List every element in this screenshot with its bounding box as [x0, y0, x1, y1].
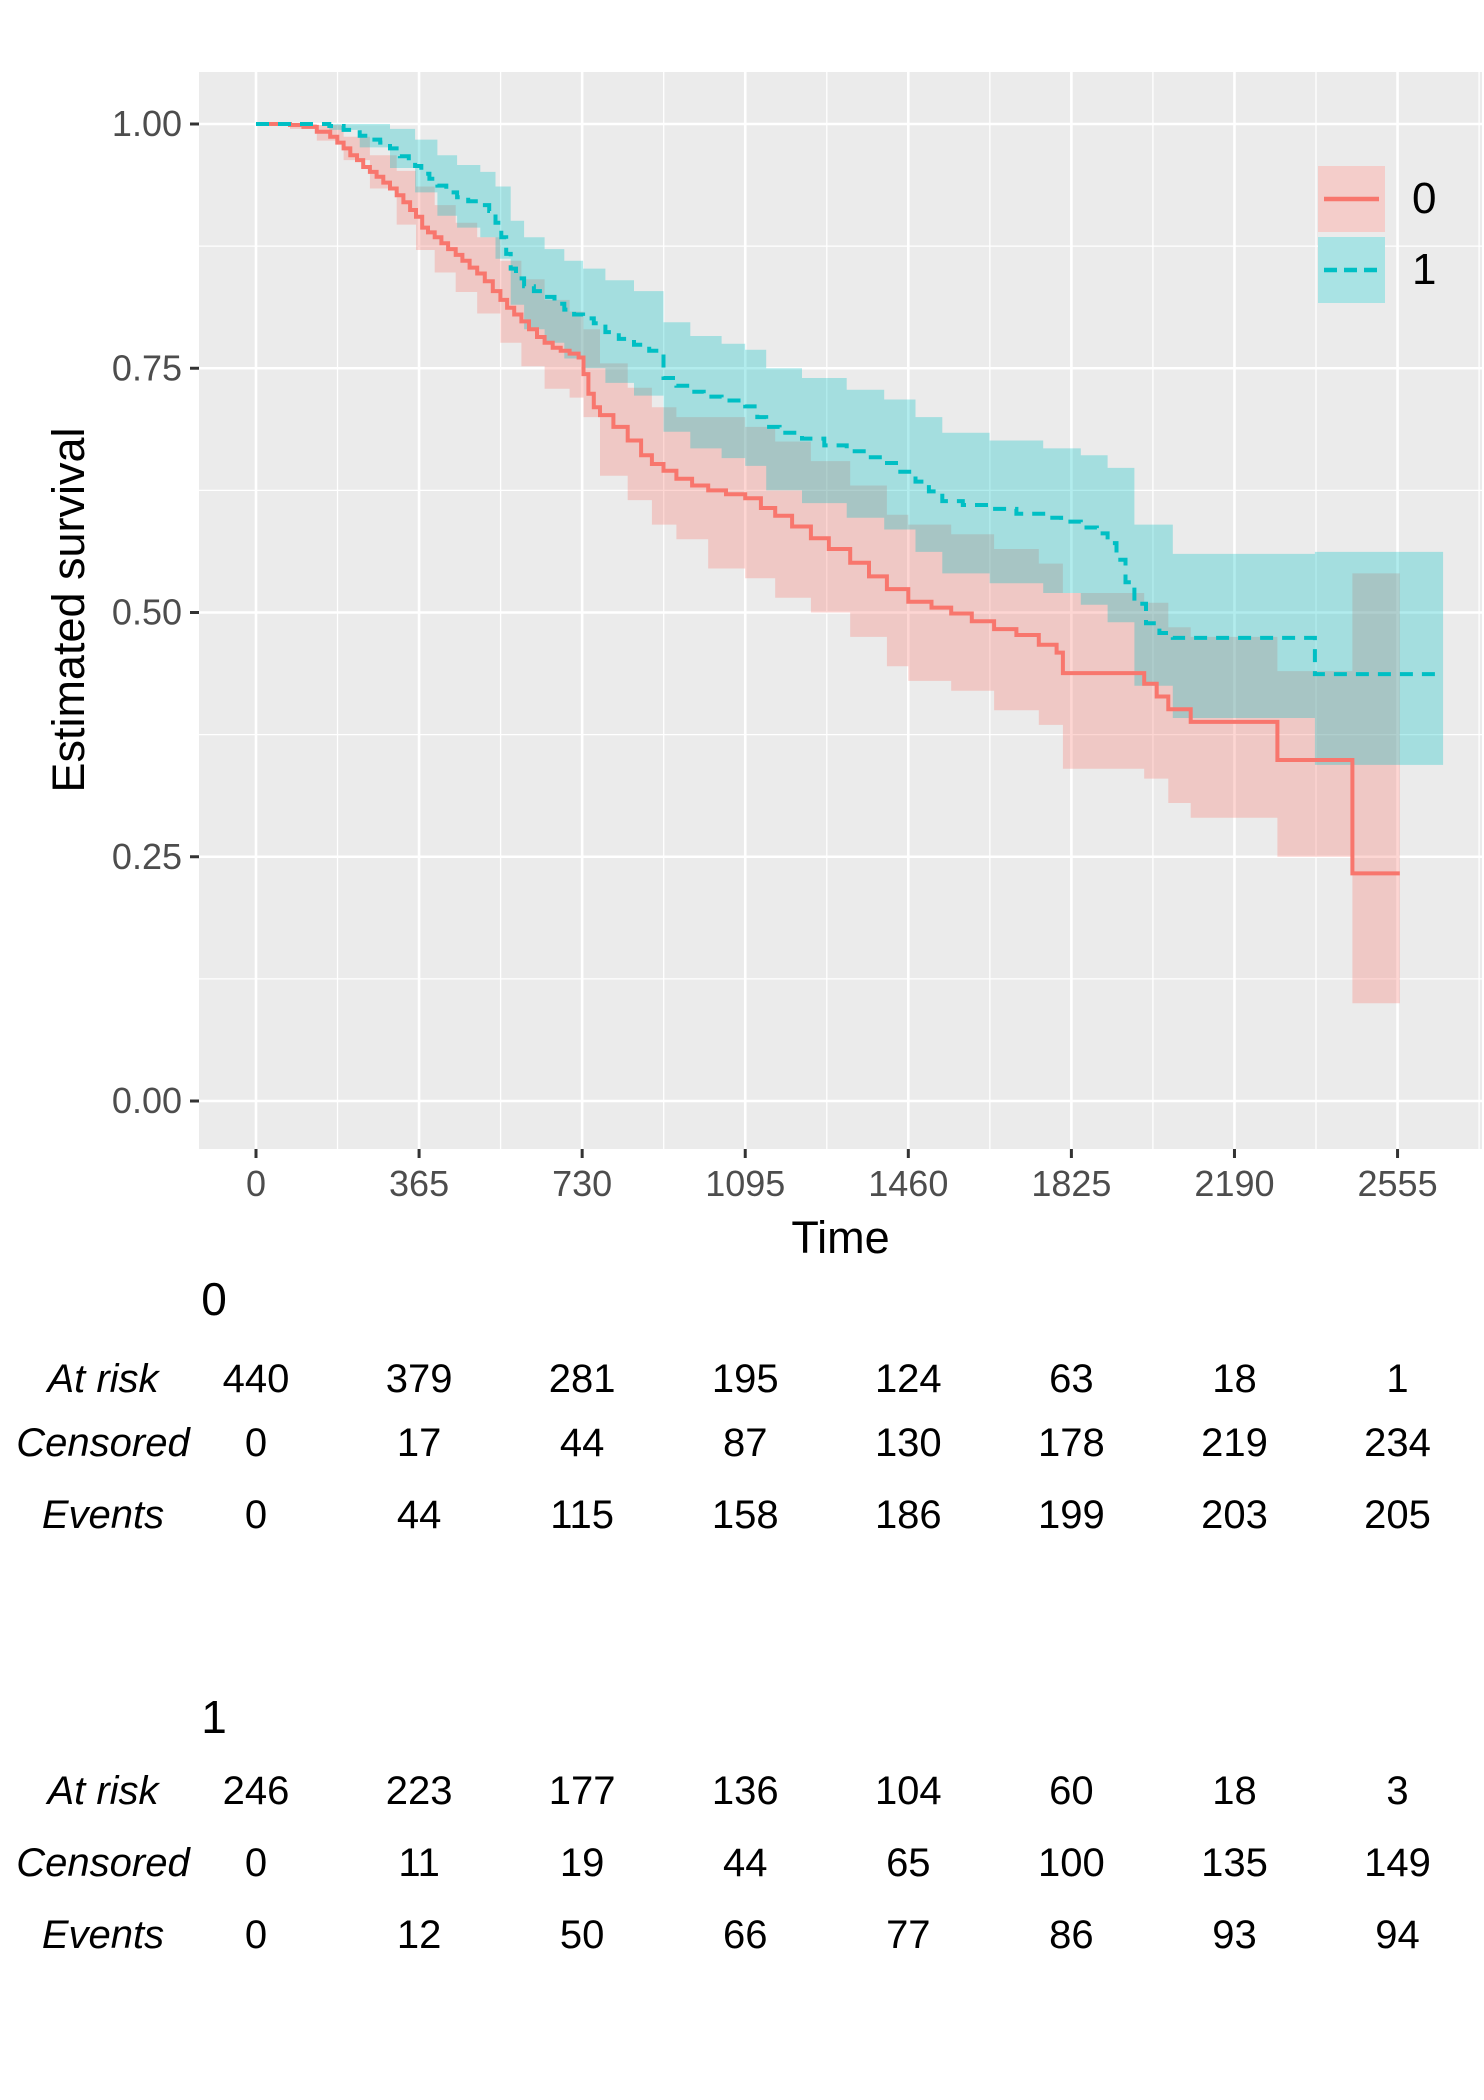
risk-value: 0: [244, 1421, 268, 1465]
survival-curve-group-0: [256, 122, 1400, 876]
x-tick-label: 1825: [1031, 1163, 1111, 1204]
risk-value: 0: [244, 1841, 268, 1885]
risk-value: 124: [874, 1357, 942, 1401]
risk-row-label: Events: [41, 1913, 165, 1957]
risk-value: 281: [548, 1357, 616, 1401]
risk-value: 86: [1049, 1913, 1094, 1957]
risk-value: 130: [874, 1421, 942, 1465]
risk-value: 219: [1201, 1421, 1268, 1465]
risk-value: 246: [222, 1769, 290, 1813]
risk-value: 65: [886, 1841, 931, 1885]
risk-value: 11: [398, 1841, 440, 1885]
risk-value: 149: [1364, 1841, 1431, 1885]
risk-value: 115: [550, 1493, 615, 1537]
risk-value: 12: [396, 1913, 442, 1957]
risk-value: 63: [1049, 1357, 1094, 1401]
risk-value: 195: [711, 1357, 779, 1401]
risk-value: 94: [1375, 1913, 1420, 1957]
risk-value: 223: [385, 1769, 453, 1813]
risk-value: 44: [722, 1841, 768, 1885]
risk-row-label: Censored: [16, 1841, 190, 1885]
risk-value: 60: [1049, 1769, 1094, 1813]
risk-row-label: At risk: [47, 1769, 159, 1813]
risk-value: 50: [559, 1913, 605, 1957]
risk-table-group-label: 0: [201, 1273, 227, 1325]
y-tick-label: 0.25: [112, 836, 182, 877]
risk-value: 1: [1386, 1357, 1409, 1401]
risk-table-group-label: 1: [201, 1691, 227, 1743]
risk-value: 18: [1212, 1769, 1257, 1813]
risk-value: 158: [711, 1493, 779, 1537]
risk-value: 234: [1364, 1421, 1431, 1465]
risk-row-label: Censored: [16, 1421, 190, 1465]
plot-panel: [199, 72, 1482, 1149]
risk-value: 178: [1038, 1421, 1105, 1465]
risk-value: 66: [722, 1913, 768, 1957]
risk-value: 44: [559, 1421, 605, 1465]
risk-value: 77: [886, 1913, 931, 1957]
x-tick-label: 365: [389, 1163, 449, 1204]
y-tick-label: 0.75: [112, 347, 182, 388]
risk-row-label: At risk: [47, 1357, 159, 1401]
risk-value: 100: [1038, 1841, 1105, 1885]
risk-value: 186: [874, 1493, 942, 1537]
risk-value: 136: [711, 1769, 779, 1813]
y-tick-label: 1.00: [112, 103, 182, 144]
risk-value: 44: [396, 1493, 442, 1537]
x-tick-label: 1460: [868, 1163, 948, 1204]
risk-row-label: Events: [41, 1493, 165, 1537]
risk-value: 135: [1201, 1841, 1268, 1885]
x-tick-label: 2555: [1358, 1163, 1438, 1204]
risk-value: 205: [1364, 1493, 1431, 1537]
y-tick-label: 0.50: [112, 592, 182, 633]
x-tick-label: 2190: [1194, 1163, 1274, 1204]
risk-value: 0: [244, 1493, 268, 1537]
risk-value: 440: [222, 1357, 290, 1401]
survival-curve-group-1: [256, 122, 1444, 677]
y-tick-label: 0.00: [112, 1080, 182, 1121]
risk-value: 379: [385, 1357, 453, 1401]
risk-value: 0: [244, 1913, 268, 1957]
x-tick-label: 1095: [705, 1163, 785, 1204]
risk-value: 93: [1212, 1913, 1257, 1957]
risk-value: 18: [1212, 1357, 1257, 1401]
x-tick-label: 0: [246, 1163, 266, 1204]
legend-label-0: 0: [1412, 174, 1436, 223]
risk-value: 17: [396, 1421, 442, 1465]
risk-value: 104: [874, 1769, 942, 1813]
legend-label-1: 1: [1412, 245, 1436, 294]
x-tick-label: 730: [552, 1163, 612, 1204]
risk-value: 19: [559, 1841, 605, 1885]
risk-value: 177: [548, 1769, 616, 1813]
ci-band-group-0: [256, 124, 1400, 1004]
risk-value: 203: [1201, 1493, 1268, 1537]
risk-value: 87: [722, 1421, 768, 1465]
risk-value: 3: [1386, 1769, 1409, 1813]
x-axis-title: Time: [791, 1212, 890, 1263]
km-plot: 0 365 730 1095 1460 1825 2190 2555 0.00 0.25 0.50 0…: [112, 72, 1482, 1204]
risk-value: 199: [1038, 1493, 1105, 1537]
